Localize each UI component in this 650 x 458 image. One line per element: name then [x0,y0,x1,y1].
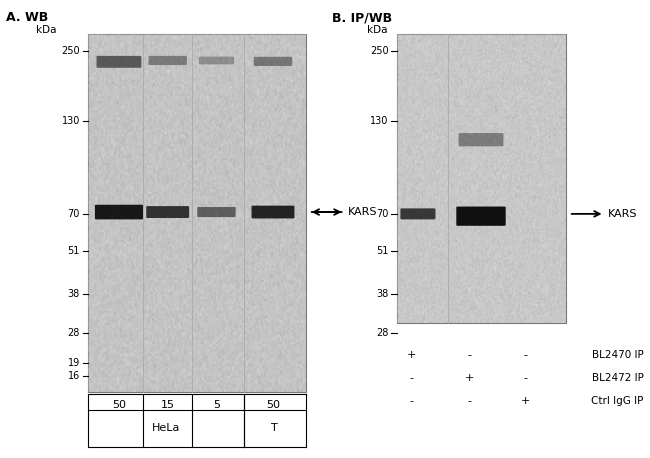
FancyBboxPatch shape [459,133,503,147]
FancyBboxPatch shape [199,57,234,65]
Text: BL2472 IP: BL2472 IP [592,373,644,383]
Text: 50: 50 [266,400,280,410]
Text: 51: 51 [68,246,80,256]
Text: BL2470 IP: BL2470 IP [592,350,644,360]
Text: 19: 19 [68,358,80,368]
Text: kDa: kDa [367,25,388,35]
Text: KARS: KARS [608,209,637,219]
Text: 16: 16 [68,371,80,382]
Text: HeLa: HeLa [151,423,180,433]
Text: -: - [523,350,527,360]
Text: -: - [410,396,413,406]
Text: -: - [410,373,413,383]
Text: 130: 130 [370,116,389,126]
Text: B. IP/WB: B. IP/WB [332,11,391,24]
Text: KARS: KARS [348,207,377,217]
Text: Ctrl IgG IP: Ctrl IgG IP [591,396,644,406]
Text: +: + [521,396,530,406]
FancyBboxPatch shape [95,205,143,219]
Text: 5: 5 [213,400,220,410]
FancyBboxPatch shape [254,57,292,66]
FancyBboxPatch shape [252,206,294,218]
FancyBboxPatch shape [148,56,187,65]
Text: T: T [271,423,278,433]
Text: 130: 130 [62,116,80,126]
Text: +: + [465,373,474,383]
Text: -: - [467,350,471,360]
Text: 15: 15 [161,400,175,410]
Bar [396,34,566,323]
Text: -: - [467,396,471,406]
Text: 70: 70 [68,209,80,219]
Text: A. WB: A. WB [6,11,49,24]
Text: +: + [407,350,416,360]
FancyBboxPatch shape [400,208,436,219]
Text: 28: 28 [68,328,80,338]
FancyBboxPatch shape [456,207,506,226]
Text: 250: 250 [61,46,80,56]
Bar [88,34,306,392]
Text: 70: 70 [376,209,389,219]
Text: 250: 250 [370,46,389,56]
Text: -: - [523,373,527,383]
FancyBboxPatch shape [96,56,142,68]
Text: 38: 38 [68,289,80,299]
FancyBboxPatch shape [146,206,189,218]
FancyBboxPatch shape [198,207,235,217]
Text: 51: 51 [376,246,389,256]
Text: 38: 38 [376,289,389,299]
Text: 28: 28 [376,328,389,338]
Text: 50: 50 [112,400,126,410]
Text: kDa: kDa [36,25,57,35]
